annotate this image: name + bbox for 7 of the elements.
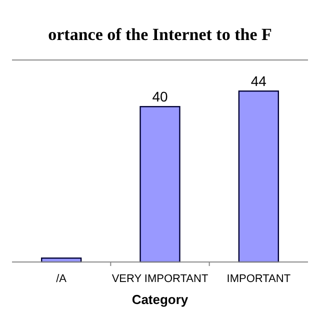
x-tick-label: VERY IMPORTANT xyxy=(112,273,208,285)
chart-title: ortance of the Internet to the F xyxy=(48,25,272,44)
x-axis-title: Category xyxy=(132,292,189,307)
data-label: 40 xyxy=(152,88,168,105)
x-tick-label: /A xyxy=(56,273,68,285)
x-tick-label: IMPORTANT xyxy=(226,273,291,285)
data-label: 44 xyxy=(250,73,267,90)
